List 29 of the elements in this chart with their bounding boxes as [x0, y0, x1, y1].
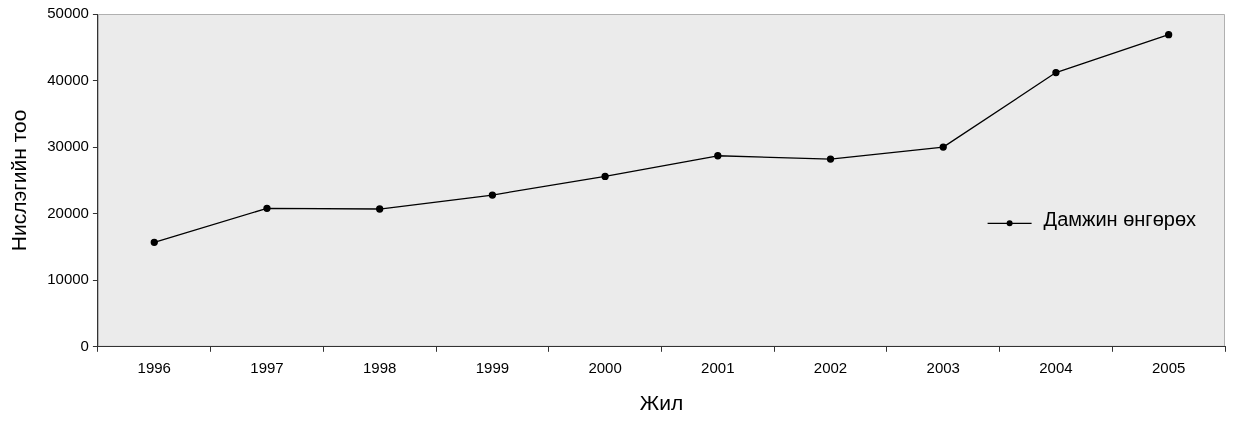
point	[1165, 30, 1173, 39]
x-tick-label: 2000	[588, 358, 622, 376]
y-tick-label: 30000	[47, 137, 89, 155]
x-axis-title: Жил	[639, 391, 684, 415]
point	[714, 152, 722, 160]
y-tick-label: 50000	[47, 4, 89, 22]
x-tick-label: 1997	[250, 358, 284, 376]
point	[601, 172, 609, 181]
y-tick-label: 10000	[47, 270, 89, 288]
y-tick-label: 0	[80, 336, 89, 354]
point	[939, 143, 947, 151]
point	[376, 205, 384, 213]
legend-label: Дамжин өнгөрөх	[1043, 207, 1196, 230]
point	[488, 191, 497, 199]
x-tick-label: 2002	[813, 358, 848, 376]
y-tick-label: 20000	[47, 203, 89, 221]
y-tick-label: 40000	[47, 70, 89, 88]
point	[263, 204, 271, 213]
x-tick-label: 2003	[926, 358, 960, 376]
x-tick-label: 2001	[701, 358, 735, 376]
x-tick-label: 2004	[1039, 358, 1073, 376]
x-tick-label: 2005	[1151, 358, 1186, 376]
point	[150, 238, 158, 246]
x-tick-label: 1999	[475, 358, 510, 376]
x-tick-label: 1998	[363, 358, 397, 376]
point	[826, 155, 835, 163]
y-axis-title: Нислэгийн тоо	[7, 109, 31, 252]
point	[1052, 68, 1060, 77]
x-tick-label: 1996	[137, 358, 171, 376]
